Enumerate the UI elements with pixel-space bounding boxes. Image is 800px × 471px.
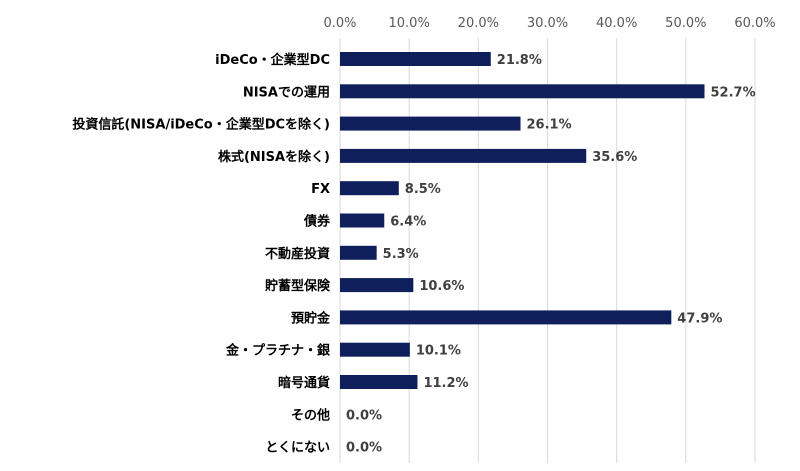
- bar: [340, 116, 521, 131]
- bar: [340, 245, 377, 260]
- x-axis-ticks: 0.0% 10.0% 20.0% 30.0% 40.0% 50.0% 60.0%: [323, 16, 775, 31]
- data-label: 10.1%: [416, 344, 461, 359]
- category-label: 投資信託(NISA/iDeCo・企業型DCを除く): [72, 117, 330, 133]
- bar: [340, 181, 399, 196]
- x-tick-label: 20.0%: [458, 16, 499, 31]
- category-label: 株式(NISAを除く): [218, 149, 330, 165]
- x-tick-label: 40.0%: [596, 16, 637, 31]
- category-label: 不動産投資: [265, 246, 330, 262]
- data-label: 8.5%: [405, 182, 441, 197]
- bar: [340, 342, 410, 357]
- category-label: 金・プラチナ・銀: [225, 343, 330, 359]
- bar: [340, 84, 705, 99]
- data-label: 21.8%: [497, 53, 542, 68]
- category-label: NISAでの運用: [243, 85, 330, 100]
- bar: [340, 375, 418, 389]
- data-label: 35.6%: [592, 150, 637, 165]
- x-tick-label: 10.0%: [389, 16, 430, 31]
- data-label: 5.3%: [383, 247, 419, 262]
- data-label: 11.2%: [423, 376, 468, 391]
- category-label: 債券: [303, 214, 331, 230]
- x-tick-label: 30.0%: [527, 16, 568, 31]
- data-label: 6.4%: [390, 215, 426, 230]
- data-label: 52.7%: [711, 85, 756, 100]
- bar: [340, 148, 587, 163]
- bars: [340, 52, 705, 389]
- bar: [340, 52, 491, 66]
- gridlines: [339, 38, 756, 463]
- category-label: その他: [291, 407, 330, 423]
- x-tick-label: 0.0%: [323, 16, 356, 31]
- x-tick-label: 50.0%: [665, 16, 706, 31]
- category-label: FX: [311, 182, 330, 197]
- category-label: iDeCo・企業型DC: [215, 52, 330, 68]
- category-label: 預貯金: [291, 310, 331, 326]
- bar: [340, 278, 414, 293]
- data-label: 10.6%: [419, 279, 464, 294]
- data-label: 26.1%: [527, 118, 572, 133]
- data-label: 0.0%: [346, 408, 382, 423]
- data-labels: 21.8% 52.7% 26.1% 35.6% 8.5% 6.4% 5.3% 10.6% 47.…: [346, 53, 756, 456]
- category-label: 暗号通貨: [278, 375, 330, 391]
- category-label: とくにない: [265, 441, 330, 456]
- bar: [340, 310, 672, 325]
- x-tick-label: 60.0%: [734, 16, 775, 31]
- data-label: 0.0%: [346, 441, 382, 456]
- data-label: 47.9%: [677, 311, 722, 326]
- category-label: 貯蓄型保険: [265, 278, 331, 294]
- bar: [340, 213, 385, 228]
- category-labels: iDeCo・企業型DC NISAでの運用投資信託(NISA/iDeCo・企業型DC…: [72, 52, 331, 456]
